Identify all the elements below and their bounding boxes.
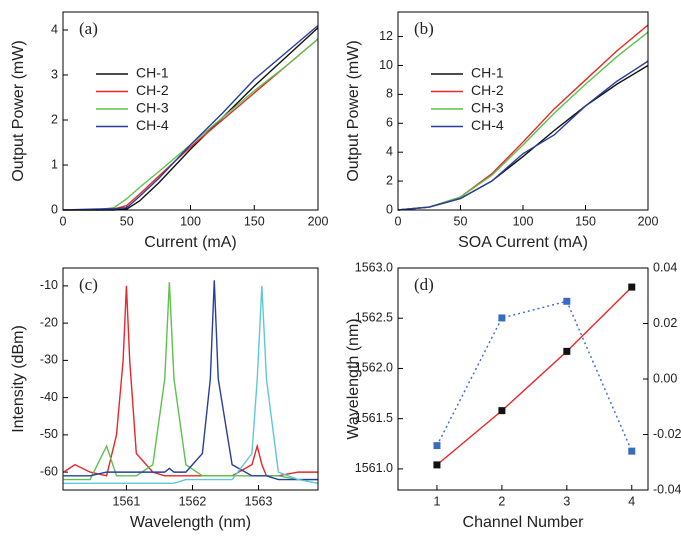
panel-label: (d) [414,275,434,294]
y-tick-label: -20 [40,315,58,329]
panel-label: (a) [79,19,98,38]
y-tick-label: -30 [40,353,58,367]
y-tick-label: 1562.0 [355,361,393,375]
y-tick-label: 4 [51,22,58,36]
y-tick-label: 6 [386,116,393,130]
y2-tick-label: -0.02 [653,427,681,441]
y-tick-label: 1 [51,157,58,171]
series-line [63,38,319,211]
y-tick-label: -40 [40,390,58,404]
y-axis-title: Wavelength (nm) [345,318,362,439]
y2-tick-label: 0.00 [653,371,677,385]
legend-label: CH-2 [471,82,504,98]
legend-label: CH-2 [136,82,169,98]
x-tick-label: 2 [498,494,505,508]
y-tick-label: 4 [386,144,393,158]
legend-label: CH-4 [136,117,169,133]
y-tick-label: 0 [51,202,58,216]
plot-frame [62,11,319,211]
y-tick-label: 1561.5 [355,411,393,425]
series-line [397,31,649,211]
x-tick-label: 1 [433,494,440,508]
series-line [397,60,649,211]
data-point [628,447,636,455]
x-tick-label: 100 [513,214,534,228]
x-tick-label: 1562 [179,494,207,508]
series-line [63,285,318,477]
y-axis-title: Intensity (dBm) [10,325,27,433]
x-tick-label: 0 [60,214,67,228]
data-point [433,461,441,469]
y-tick-label: 3 [51,67,58,81]
x-axis-title: Channel Number [463,514,585,531]
series-line [63,282,318,481]
x-tick-label: 200 [308,214,329,228]
y-tick-label: 1562.5 [355,311,393,325]
y-tick-label: 0 [386,202,393,216]
x-tick-label: 0 [395,214,402,228]
x-axis-title: SOA Current (mA) [458,234,588,251]
x-tick-label: 150 [244,214,265,228]
legend-label: CH-1 [136,65,169,81]
x-tick-label: 4 [628,494,635,508]
data-point [563,297,571,305]
series-line [63,280,318,481]
x-tick-label: 150 [575,214,596,228]
y2-tick-label: 0.04 [653,260,677,274]
y-tick-label: -10 [40,278,58,292]
y-tick-label: 8 [386,87,393,101]
series-line [63,285,319,484]
y-axis-title: Output Power (mW) [345,40,362,181]
x-axis-title: Current (mA) [144,234,236,251]
panel: 0 50 100 150 200 0 2 4 6 8 10 12 SOA Current (mA) Out… [345,11,659,251]
panel: 1561 1562 1563 -60 -50 -40 -30 -20 -10 Wavelength… [10,267,319,531]
x-tick-label: 200 [638,214,659,228]
x-tick-label: 100 [180,214,201,228]
panel: 0 50 100 150 200 0 1 2 3 4 Current (mA) Output Powe… [10,11,329,251]
y-tick-label: 12 [379,29,393,43]
y-tick-label: 10 [379,58,393,72]
series-line [63,27,319,211]
y2-tick-label: -0.04 [653,482,681,496]
x-axis-title: Wavelength (nm) [130,514,251,531]
y-tick-label: -60 [40,464,58,478]
x-tick-label: 3 [563,494,570,508]
x-tick-label: 50 [454,214,468,228]
x-tick-label: 1561 [113,494,141,508]
y2-tick-label: 0.02 [653,316,677,330]
panel-label: (c) [79,275,98,294]
series-line [436,286,633,466]
series-line [63,38,319,211]
legend-label: CH-3 [136,100,169,116]
y-tick-label: 1563.0 [355,260,393,274]
data-point [498,314,506,322]
panel: 1 2 3 4 1561.0 1561.5 1562.0 1562.5 1563.0 -0.04 -… [345,260,681,531]
data-point [498,407,506,415]
panel-label: (b) [414,19,434,38]
data-point [433,442,441,450]
legend-label: CH-4 [471,117,504,133]
plot-frame [62,267,319,491]
legend-label: CH-3 [471,100,504,116]
y-tick-label: -50 [40,427,58,441]
series-line [436,300,633,452]
plot-frame [397,267,649,491]
x-tick-label: 1563 [245,494,273,508]
data-point [563,347,571,355]
data-point [628,283,636,291]
legend-label: CH-1 [471,65,504,81]
y-tick-label: 2 [51,112,58,126]
y-tick-label: 1561.0 [355,461,393,475]
x-tick-label: 50 [120,214,134,228]
y-tick-label: 2 [386,173,393,187]
plot-frame [397,11,649,211]
y-axis-title: Output Power (mW) [10,40,27,181]
series-line [62,24,319,211]
series-line [397,24,649,211]
